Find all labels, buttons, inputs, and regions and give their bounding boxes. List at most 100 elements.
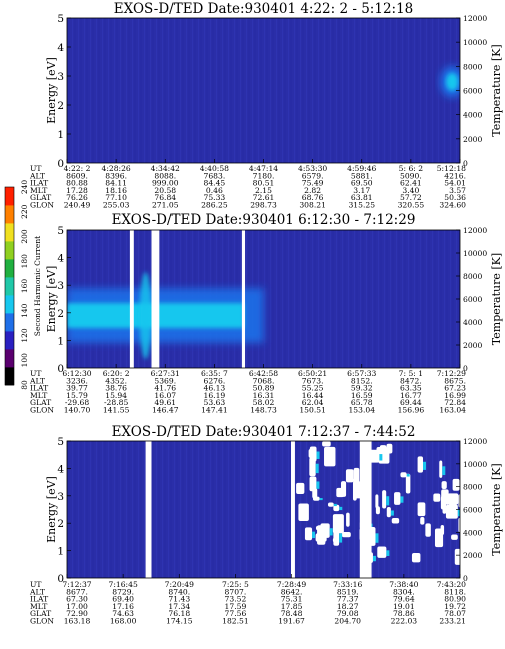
ephemeris-cell: 53.63 bbox=[204, 398, 226, 407]
y2-tick-label: 6000 bbox=[463, 87, 482, 96]
patch-cyan bbox=[379, 454, 383, 461]
ephemeris-cell: 5369. bbox=[154, 376, 176, 385]
ephemeris-cell: 6:35: 7 bbox=[201, 369, 228, 378]
ephemeris-cell: 80.88 bbox=[66, 179, 88, 188]
patch-cyan bbox=[316, 481, 320, 489]
patch-white bbox=[341, 531, 351, 538]
ephemeris-table: UTALTILATMLTGLATGLON6:12:303236.39.7715.… bbox=[29, 369, 466, 415]
y-tick-label: 4 bbox=[57, 463, 64, 475]
ephemeris-cell: 84.11 bbox=[105, 179, 127, 188]
ephemeris-cell: 286.25 bbox=[201, 201, 228, 210]
ephemeris-cell: 8472. bbox=[400, 376, 422, 385]
ephemeris-cell: 72.61 bbox=[253, 193, 275, 202]
ephemeris-row-label: ALT bbox=[29, 171, 45, 180]
patch-white bbox=[394, 492, 401, 505]
patch-cyan bbox=[312, 531, 316, 539]
ephemeris-cell: 7:28:49 bbox=[277, 580, 306, 589]
y2-tick-label: 8000 bbox=[463, 272, 482, 281]
colorbar-swatch bbox=[5, 187, 14, 206]
patch-white bbox=[324, 446, 336, 467]
ephemeris-cell: 57.72 bbox=[400, 193, 422, 202]
y2-tick-label: 12000 bbox=[463, 437, 487, 446]
patch-white bbox=[386, 507, 391, 518]
ephemeris-cell: 69.44 bbox=[400, 398, 422, 407]
ephemeris-row-label: GLON bbox=[30, 201, 54, 210]
ephemeris-cell: 58.02 bbox=[253, 398, 275, 407]
patch-white bbox=[411, 552, 421, 563]
data-gap bbox=[241, 230, 246, 368]
patch-white bbox=[400, 472, 407, 478]
ephemeris-cell: 5: 6: 2 bbox=[399, 164, 424, 173]
ephemeris-row-label: MLT bbox=[30, 186, 47, 195]
ephemeris-cell: 50.36 bbox=[444, 193, 466, 202]
ephemeris-cell: 8729. bbox=[112, 587, 134, 596]
ephemeris-cell: 4:28:26 bbox=[101, 164, 130, 173]
ephemeris-cell: 233.21 bbox=[439, 617, 466, 626]
ephemeris-cell: 7:16:45 bbox=[109, 580, 138, 589]
ephemeris-cell: 78.48 bbox=[281, 609, 303, 618]
y2-tick-label: 4000 bbox=[463, 318, 482, 327]
ephemeris-cell: 141.55 bbox=[103, 406, 130, 415]
beam-pulse bbox=[139, 272, 152, 360]
ephemeris-cell: 204.70 bbox=[334, 617, 361, 626]
patch-white bbox=[346, 512, 350, 527]
ephemeris-row-label: UT bbox=[30, 580, 41, 589]
patch-cyan bbox=[442, 466, 446, 476]
ephemeris-cell: 6:12:30 bbox=[62, 369, 91, 378]
ephemeris-cell: 15.94 bbox=[105, 391, 127, 400]
ephemeris-cell: 79.64 bbox=[393, 595, 415, 604]
ephemeris-cell: 7180. bbox=[253, 171, 275, 180]
patch-cyan bbox=[386, 496, 390, 506]
ephemeris-row-label: MLT bbox=[30, 602, 47, 611]
y-axis-label: Energy [eV] bbox=[45, 476, 58, 543]
ephemeris-cell: 146.47 bbox=[152, 406, 179, 415]
patch-white bbox=[452, 478, 460, 491]
ephemeris-cell: 16.44 bbox=[302, 391, 324, 400]
ephemeris-cell: 49.61 bbox=[154, 398, 176, 407]
patch-white bbox=[417, 502, 426, 517]
y-tick-label: 4 bbox=[57, 253, 64, 265]
ephemeris-cell: 68.76 bbox=[302, 193, 324, 202]
ephemeris-cell: 71.43 bbox=[168, 595, 190, 604]
ephemeris-cell: 79.08 bbox=[337, 609, 359, 618]
y2-tick-label: 8000 bbox=[463, 62, 482, 71]
patch-cyan bbox=[329, 528, 333, 536]
ephemeris-cell: 41.76 bbox=[154, 384, 176, 393]
ephemeris-cell: 54.01 bbox=[444, 179, 466, 188]
ephemeris-cell: 19.01 bbox=[393, 602, 415, 611]
ephemeris-cell: 308.21 bbox=[299, 201, 326, 210]
ephemeris-cell: 75.49 bbox=[302, 179, 324, 188]
patch-white bbox=[447, 493, 459, 505]
colorbar-swatch bbox=[5, 367, 14, 386]
colorbar-swatch bbox=[5, 277, 14, 296]
ephemeris-cell: 8707. bbox=[225, 587, 247, 596]
y-tick-label: 3 bbox=[57, 280, 64, 292]
ephemeris-cell: 67.30 bbox=[66, 595, 88, 604]
patch-white bbox=[377, 546, 387, 558]
ephemeris-cell: 4:47:14 bbox=[249, 164, 278, 173]
ephemeris-cell: 17.00 bbox=[66, 602, 88, 611]
ephemeris-cell: 69.40 bbox=[112, 595, 134, 604]
data-gap bbox=[145, 441, 152, 578]
patch-white bbox=[454, 548, 460, 565]
y-axis-label: Energy [eV] bbox=[45, 266, 58, 333]
patch-cyan bbox=[372, 555, 376, 562]
ephemeris-cell: 76.84 bbox=[154, 193, 176, 202]
panel-title: EXOS-D/TED Date:930401 7:12:37 - 7:44:52 bbox=[112, 424, 416, 440]
ephemeris-cell: 46.13 bbox=[204, 384, 226, 393]
ephemeris-cell: 298.73 bbox=[250, 201, 277, 210]
ephemeris-cell: 4:22: 2 bbox=[64, 164, 91, 173]
ephemeris-cell: 17.34 bbox=[168, 602, 190, 611]
patch-white bbox=[309, 457, 316, 477]
ephemeris-row-label: GLON bbox=[30, 406, 54, 415]
colorbar-swatch bbox=[5, 241, 14, 260]
ephemeris-cell: 55.25 bbox=[302, 384, 324, 393]
ephemeris-cell: 8152. bbox=[351, 376, 373, 385]
ephemeris-cell: 324.60 bbox=[439, 201, 466, 210]
ephemeris-table: UTALTILATMLTGLATGLON7:12:378677.67.3017.… bbox=[29, 580, 466, 626]
ephemeris-cell: -29.68 bbox=[65, 398, 89, 407]
ephemeris-cell: 50.89 bbox=[253, 384, 275, 393]
ephemeris-cell: 6276. bbox=[204, 376, 226, 385]
y2-tick-label: 12000 bbox=[463, 226, 487, 235]
ephemeris-cell: 8118. bbox=[444, 587, 466, 596]
